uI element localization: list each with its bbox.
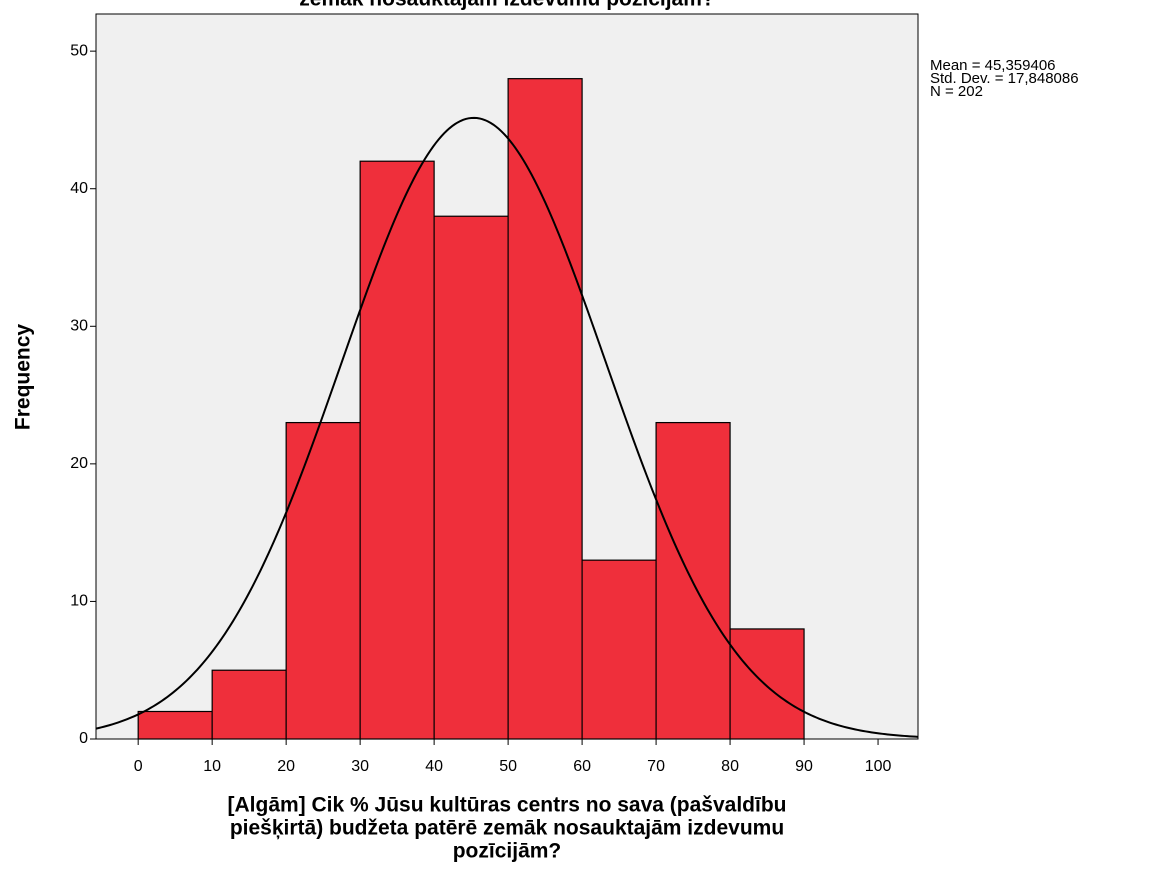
x-tick-label: 80 bbox=[721, 758, 739, 775]
x-tick-label: 0 bbox=[134, 758, 143, 775]
y-tick-label: 50 bbox=[70, 42, 88, 59]
stat-label: Std. Dev. = 17,848086 bbox=[930, 70, 1079, 87]
normal-curve bbox=[95, 116, 919, 738]
chart-title: zemāk nosauktajām izdevumu pozīcijām? bbox=[299, 0, 714, 11]
bar bbox=[433, 215, 509, 740]
bar bbox=[507, 78, 583, 740]
x-tick-label: 100 bbox=[865, 758, 892, 775]
x-tick-label: 60 bbox=[573, 758, 591, 775]
y-axis-label: Frequency bbox=[12, 324, 35, 431]
stat-label: Mean = 45,359406 bbox=[930, 57, 1056, 74]
y-tick-label: 20 bbox=[70, 455, 88, 472]
x-tick-label: 30 bbox=[351, 758, 369, 775]
y-tick-label: 40 bbox=[70, 180, 88, 197]
x-tick-label: 20 bbox=[277, 758, 295, 775]
bar bbox=[211, 669, 287, 740]
x-axis-label: piešķirtā) budžeta patērē zemāk nosaukta… bbox=[230, 817, 784, 840]
y-tick-label: 10 bbox=[70, 593, 88, 610]
bar bbox=[137, 710, 213, 740]
bar bbox=[581, 559, 657, 740]
stat-label: N = 202 bbox=[930, 83, 983, 100]
x-tick-label: 10 bbox=[203, 758, 221, 775]
x-tick-label: 70 bbox=[647, 758, 665, 775]
x-axis-label: [Algām] Cik % Jūsu kultūras centrs no sa… bbox=[228, 794, 787, 817]
x-tick-label: 40 bbox=[425, 758, 443, 775]
bar bbox=[285, 421, 361, 740]
bar bbox=[359, 160, 435, 740]
plot-frame bbox=[95, 13, 919, 740]
x-tick-label: 50 bbox=[499, 758, 517, 775]
y-tick-label: 30 bbox=[70, 318, 88, 335]
y-tick-label: 0 bbox=[79, 730, 88, 747]
bar bbox=[729, 628, 805, 740]
x-tick-label: 90 bbox=[795, 758, 813, 775]
x-axis-label: pozīcijām? bbox=[453, 840, 562, 863]
